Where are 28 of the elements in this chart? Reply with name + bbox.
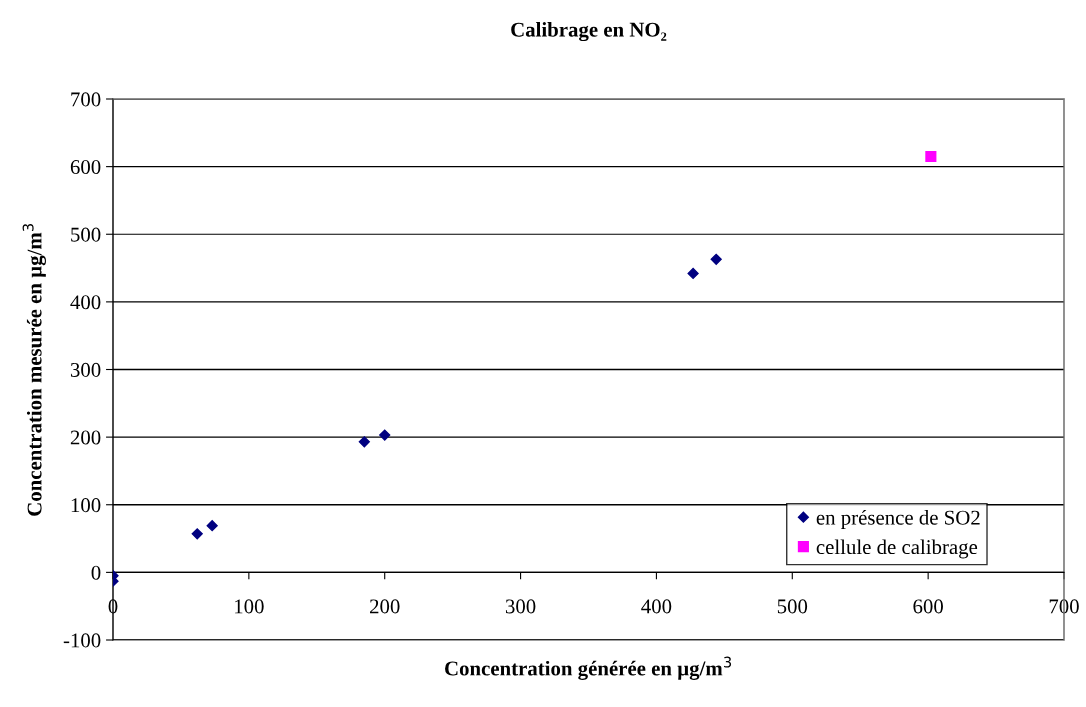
x-tick-label: 200 [370, 599, 400, 614]
point [925, 150, 937, 163]
x-tick-label: 100 [235, 599, 264, 614]
y-tick-label: 400 [70, 295, 101, 310]
x-tick-label: 300 [505, 599, 536, 614]
x-axis-title: Concentration générée en µg/m$^{3}$ [445, 656, 732, 680]
point [191, 528, 203, 540]
y-tick-label: 300 [70, 362, 101, 377]
y-axis-title: Concentration mesurée en µg/m$^{3}$ [22, 223, 46, 516]
y-tick-label: 700 [71, 92, 101, 107]
legend-label: cellule de calibrage [816, 539, 978, 559]
y-tick-label: 600 [70, 160, 101, 175]
chart-title: Calibrage en NO₂ [511, 22, 667, 42]
y-tick-label: 200 [70, 430, 101, 445]
y-tick-label: 100 [71, 498, 101, 513]
point [358, 436, 370, 448]
point [379, 429, 391, 441]
x-tick-label: 600 [913, 599, 943, 614]
x-tick-label: 500 [777, 599, 808, 614]
point [687, 267, 699, 280]
y-tick-label: 0 [91, 565, 101, 580]
legend-label: en présence de SO2 [816, 510, 980, 529]
point [206, 520, 218, 532]
x-tick-label: 400 [641, 599, 672, 614]
y-tick-label: -100 [63, 633, 101, 648]
x-tick-label: 700 [1049, 599, 1079, 614]
point [710, 253, 722, 265]
y-tick-label: 500 [71, 227, 101, 242]
